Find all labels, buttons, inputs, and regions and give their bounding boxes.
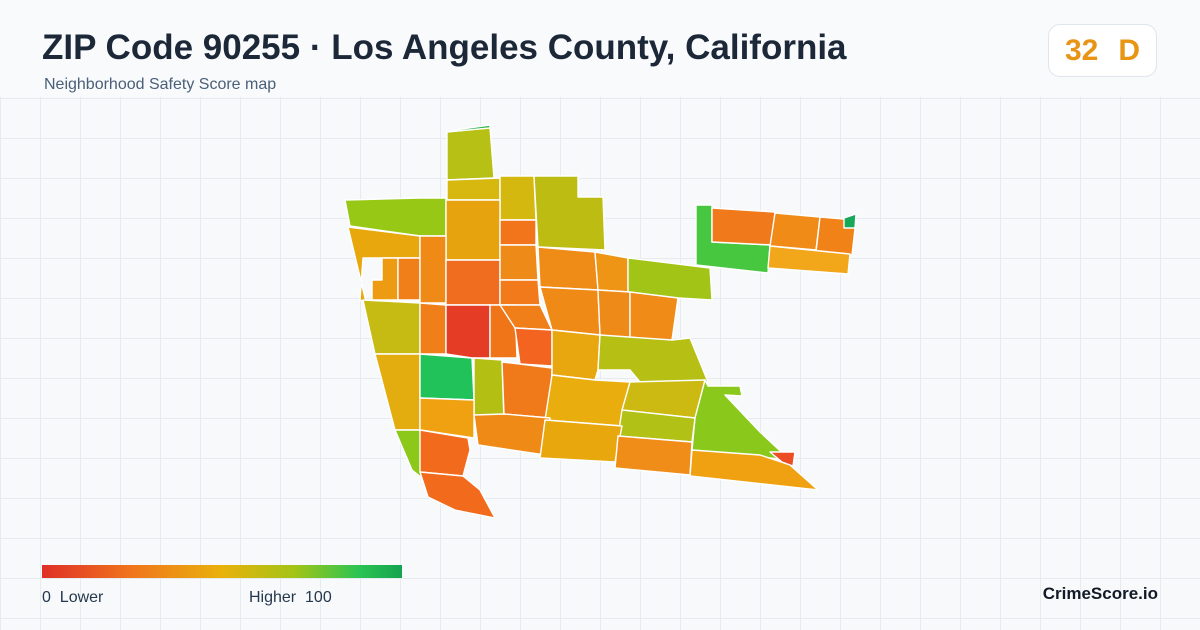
legend-gradient-bar [42,565,402,578]
legend-high-text: Higher [249,589,297,606]
map-region [445,259,501,306]
legend-low-label: 0 Lower [42,589,103,607]
page-subtitle: Neighborhood Safety Score map [44,76,277,93]
legend-low-value: 0 [42,589,51,606]
map-region [689,449,819,491]
map-region [473,413,551,456]
map-region [419,429,471,477]
map-region [419,353,475,401]
map-region [445,199,501,261]
map-region [691,379,791,461]
map-region [419,471,496,519]
map-region [446,177,501,201]
map-region [446,127,495,181]
map-region [767,245,851,275]
map-region [614,435,693,476]
map-regions [344,124,857,519]
map-region [544,374,631,427]
map-region [419,397,475,439]
map-region [711,207,776,246]
map-region [843,213,857,229]
map-region [362,299,421,355]
map-region [514,327,553,367]
map-region [597,334,709,383]
map-region [371,257,399,301]
legend-low-text: Lower [59,589,104,606]
score-grade: D [1118,33,1141,67]
brand-logo-text[interactable]: CrimeScore.io [1042,584,1158,603]
map-region [473,357,505,423]
map-region [629,291,679,341]
map-region [445,304,491,359]
map-region [499,244,539,281]
map-region [419,235,447,304]
map-region [769,451,796,467]
legend-high-value: 100 [305,589,332,606]
page-title: ZIP Code 90255 · Los Angeles County, Cal… [42,28,847,67]
map-region [539,419,623,463]
map-region [501,361,553,419]
map-region [627,257,713,301]
map-region [769,212,821,251]
map-region [374,353,421,431]
map-region [597,289,631,341]
score-badge: 32 D [1048,24,1157,77]
map-region [533,175,606,251]
map-region [419,302,447,355]
legend-high-label: Higher 100 [249,589,332,607]
map-region [394,429,423,479]
header-band [0,0,1200,97]
map-region [499,219,537,246]
map-region [551,329,601,381]
map-region [594,251,629,293]
map-region [499,175,537,221]
map-region [499,279,541,306]
score-value: 32 [1064,33,1099,67]
map-region [397,257,421,301]
map-region [537,246,599,291]
